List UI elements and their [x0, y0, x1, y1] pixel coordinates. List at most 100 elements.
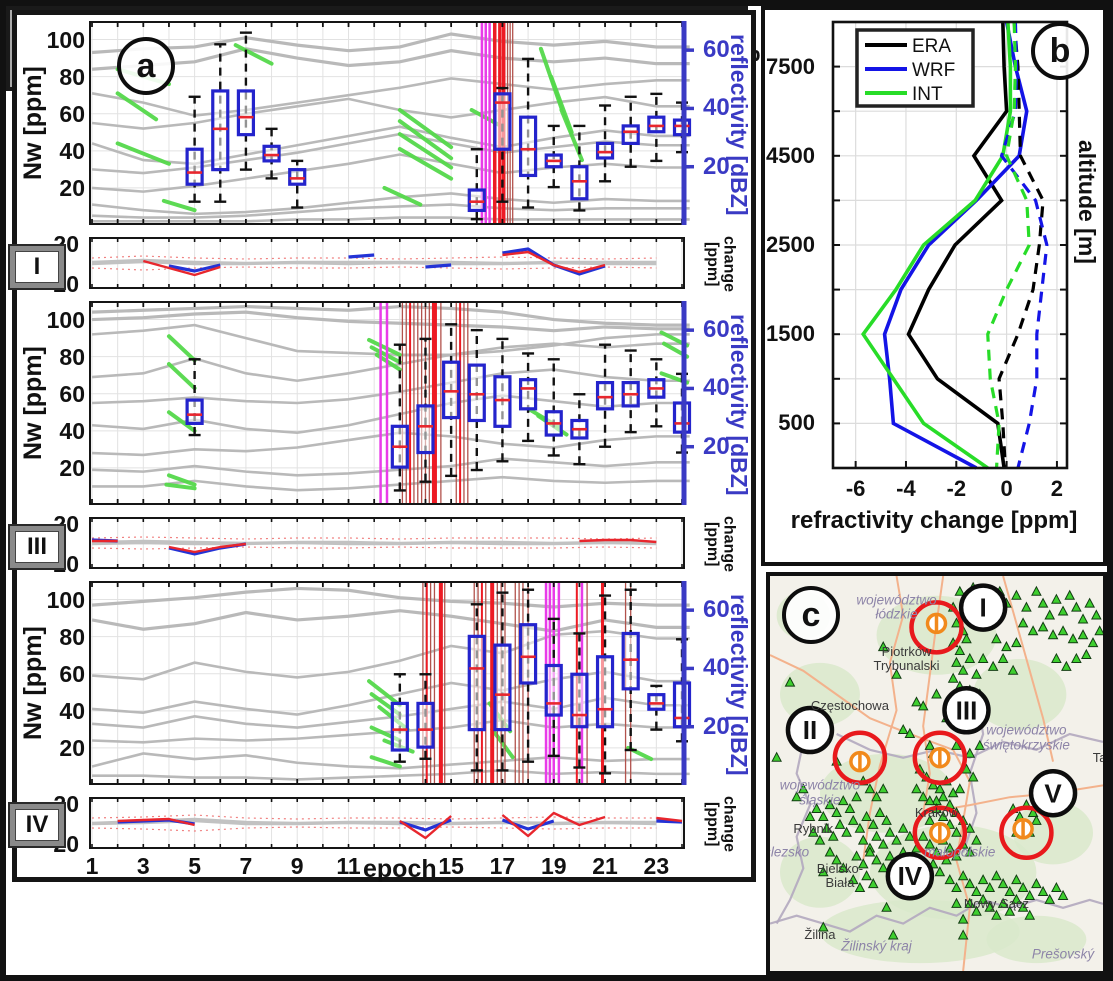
svg-text:ERA: ERA	[912, 36, 951, 57]
change-axis-label: change [ppm]	[703, 235, 738, 292]
nw-tick-label: 40	[59, 137, 85, 164]
envelope-lower	[91, 266, 657, 271]
tomography-difference-line	[656, 816, 683, 823]
epoch-axis-label: epoch	[363, 855, 437, 883]
altitude-tick-label: 1500	[766, 321, 815, 347]
row-tag-III: III	[10, 526, 64, 568]
nw-tick-label: 100	[46, 26, 85, 53]
epoch-tick-label: 7	[239, 853, 253, 879]
envelope-upper	[91, 536, 657, 540]
nw-plot-IV	[89, 581, 697, 785]
epoch-tick-label: 23	[643, 853, 670, 879]
change-axis-label: change [ppm]	[703, 795, 738, 852]
nw-tick-label: 80	[59, 623, 85, 650]
site-label-II: II	[803, 715, 817, 745]
tomography-difference-line	[399, 815, 452, 840]
dbz-tick-label: 40	[703, 654, 730, 682]
nw-plot-I	[89, 21, 697, 225]
reflectivity-axis-label: reflectivity [dBZ]	[726, 34, 752, 216]
envelope-lower	[91, 546, 657, 550]
change-plot-III	[89, 517, 697, 569]
epoch-tick-label: 3	[136, 853, 150, 879]
WRF-dashed-line	[999, 21, 1049, 469]
dbz-tick-label: 60	[703, 316, 730, 344]
dbz-tick-label: 60	[703, 36, 730, 64]
change-plot-I	[89, 237, 697, 289]
panel-a-rows: Nw [ppm]1008060402020-20604020reflectivi…	[17, 15, 752, 877]
nw-tick-label: 80	[59, 63, 85, 90]
panel-a: a Nw [ppm]1008060402020-20604020reflecti…	[12, 10, 756, 883]
refractivity-tick-label: -2	[946, 476, 967, 501]
profile-chart: ERA WRF INT	[821, 18, 1073, 486]
change-plot-IV	[89, 797, 697, 849]
tomography-difference-line	[168, 542, 247, 554]
panel-b-letter: b	[1031, 22, 1089, 80]
nw-tick-label: 100	[46, 306, 85, 333]
epoch-tick-label: 21	[592, 853, 618, 879]
nw-tick-label: 20	[59, 454, 85, 481]
nw-tick-label: 40	[59, 697, 85, 724]
altitude-tick-label: 7500	[766, 53, 815, 79]
INT-dashed-line	[986, 21, 1031, 469]
altitude-tick-label: 500	[778, 410, 815, 436]
svg-text:INT: INT	[912, 84, 943, 105]
change-axis-label: change [ppm]	[703, 515, 738, 572]
refractivity-tick-label: -4	[896, 476, 916, 501]
reflectivity-axis-label: reflectivity [dBZ]	[726, 314, 752, 496]
wrf-difference-line	[425, 263, 452, 269]
epoch-tick-label: 9	[290, 853, 304, 879]
wet-change-line	[91, 541, 657, 546]
nw-tick-label: 40	[59, 417, 85, 444]
nw-tick-label: 20	[59, 734, 85, 761]
refractivity-tick-label: 2	[1050, 476, 1064, 501]
reflectivity-boxplots	[390, 588, 692, 775]
ERA-dashed-line	[997, 21, 1045, 469]
reflectivity-boxplots	[185, 323, 692, 492]
nw-tick-label: 60	[59, 100, 85, 127]
epoch-tick-label: 17	[489, 853, 516, 879]
reflectivity-axis-label: reflectivity [dBZ]	[726, 594, 752, 776]
nw-tick-label: 60	[59, 660, 85, 687]
epoch-tick-label: 15	[438, 853, 464, 879]
site-label-I: I	[980, 593, 987, 623]
dbz-tick-label: 40	[703, 374, 730, 402]
profile-legend: ERA WRF INT	[855, 28, 975, 108]
wrf-difference-line	[168, 263, 221, 273]
profile-location-markers	[849, 612, 1034, 844]
wrf-difference-line	[656, 819, 683, 824]
refractivity-tick-label: 0	[1000, 476, 1013, 501]
site-label-III: III	[956, 695, 978, 725]
epoch-tick-label: 19	[540, 853, 567, 879]
envelope-lower	[91, 826, 657, 832]
epoch-tick-label: 11	[336, 853, 361, 879]
tomography-difference-line	[142, 259, 221, 277]
nw-tick-label: 20	[59, 174, 85, 201]
envelope-upper	[91, 814, 657, 820]
dbz-tick-label: 60	[703, 596, 730, 624]
wrf-difference-line	[348, 253, 375, 259]
site-label-V: V	[1044, 778, 1062, 808]
dbz-tick-label: 20	[703, 152, 730, 180]
nw-tick-label: 100	[46, 586, 85, 613]
panel-b: b ERA WRF INT refractivity change [ppm] al…	[761, 6, 1107, 566]
INT-solid-line	[860, 21, 1013, 470]
nw-plot-III	[89, 301, 697, 505]
reflectivity-range-circles	[832, 600, 1054, 860]
nw-tick-label: 60	[59, 380, 85, 407]
wet-change-line	[91, 260, 657, 266]
tomography-difference-line	[579, 538, 657, 544]
panel-c-map: I II III IV V województwo łódzkie Piotrków Tr…	[766, 572, 1107, 975]
envelope-upper	[91, 255, 657, 260]
epoch-tick-label: 1	[85, 853, 99, 879]
altitude-tick-label: 2500	[766, 232, 815, 257]
dbz-tick-label: 20	[703, 712, 730, 740]
reflectivity-boxplots	[185, 31, 692, 221]
dbz-tick-label: 20	[703, 432, 730, 460]
ERA-solid-line	[906, 21, 1009, 469]
refractivity-tick-label: -6	[845, 476, 866, 501]
row-tag-I: I	[10, 246, 64, 288]
panel-a-letter: a	[117, 37, 175, 95]
panel-c-letter: c	[782, 586, 840, 644]
